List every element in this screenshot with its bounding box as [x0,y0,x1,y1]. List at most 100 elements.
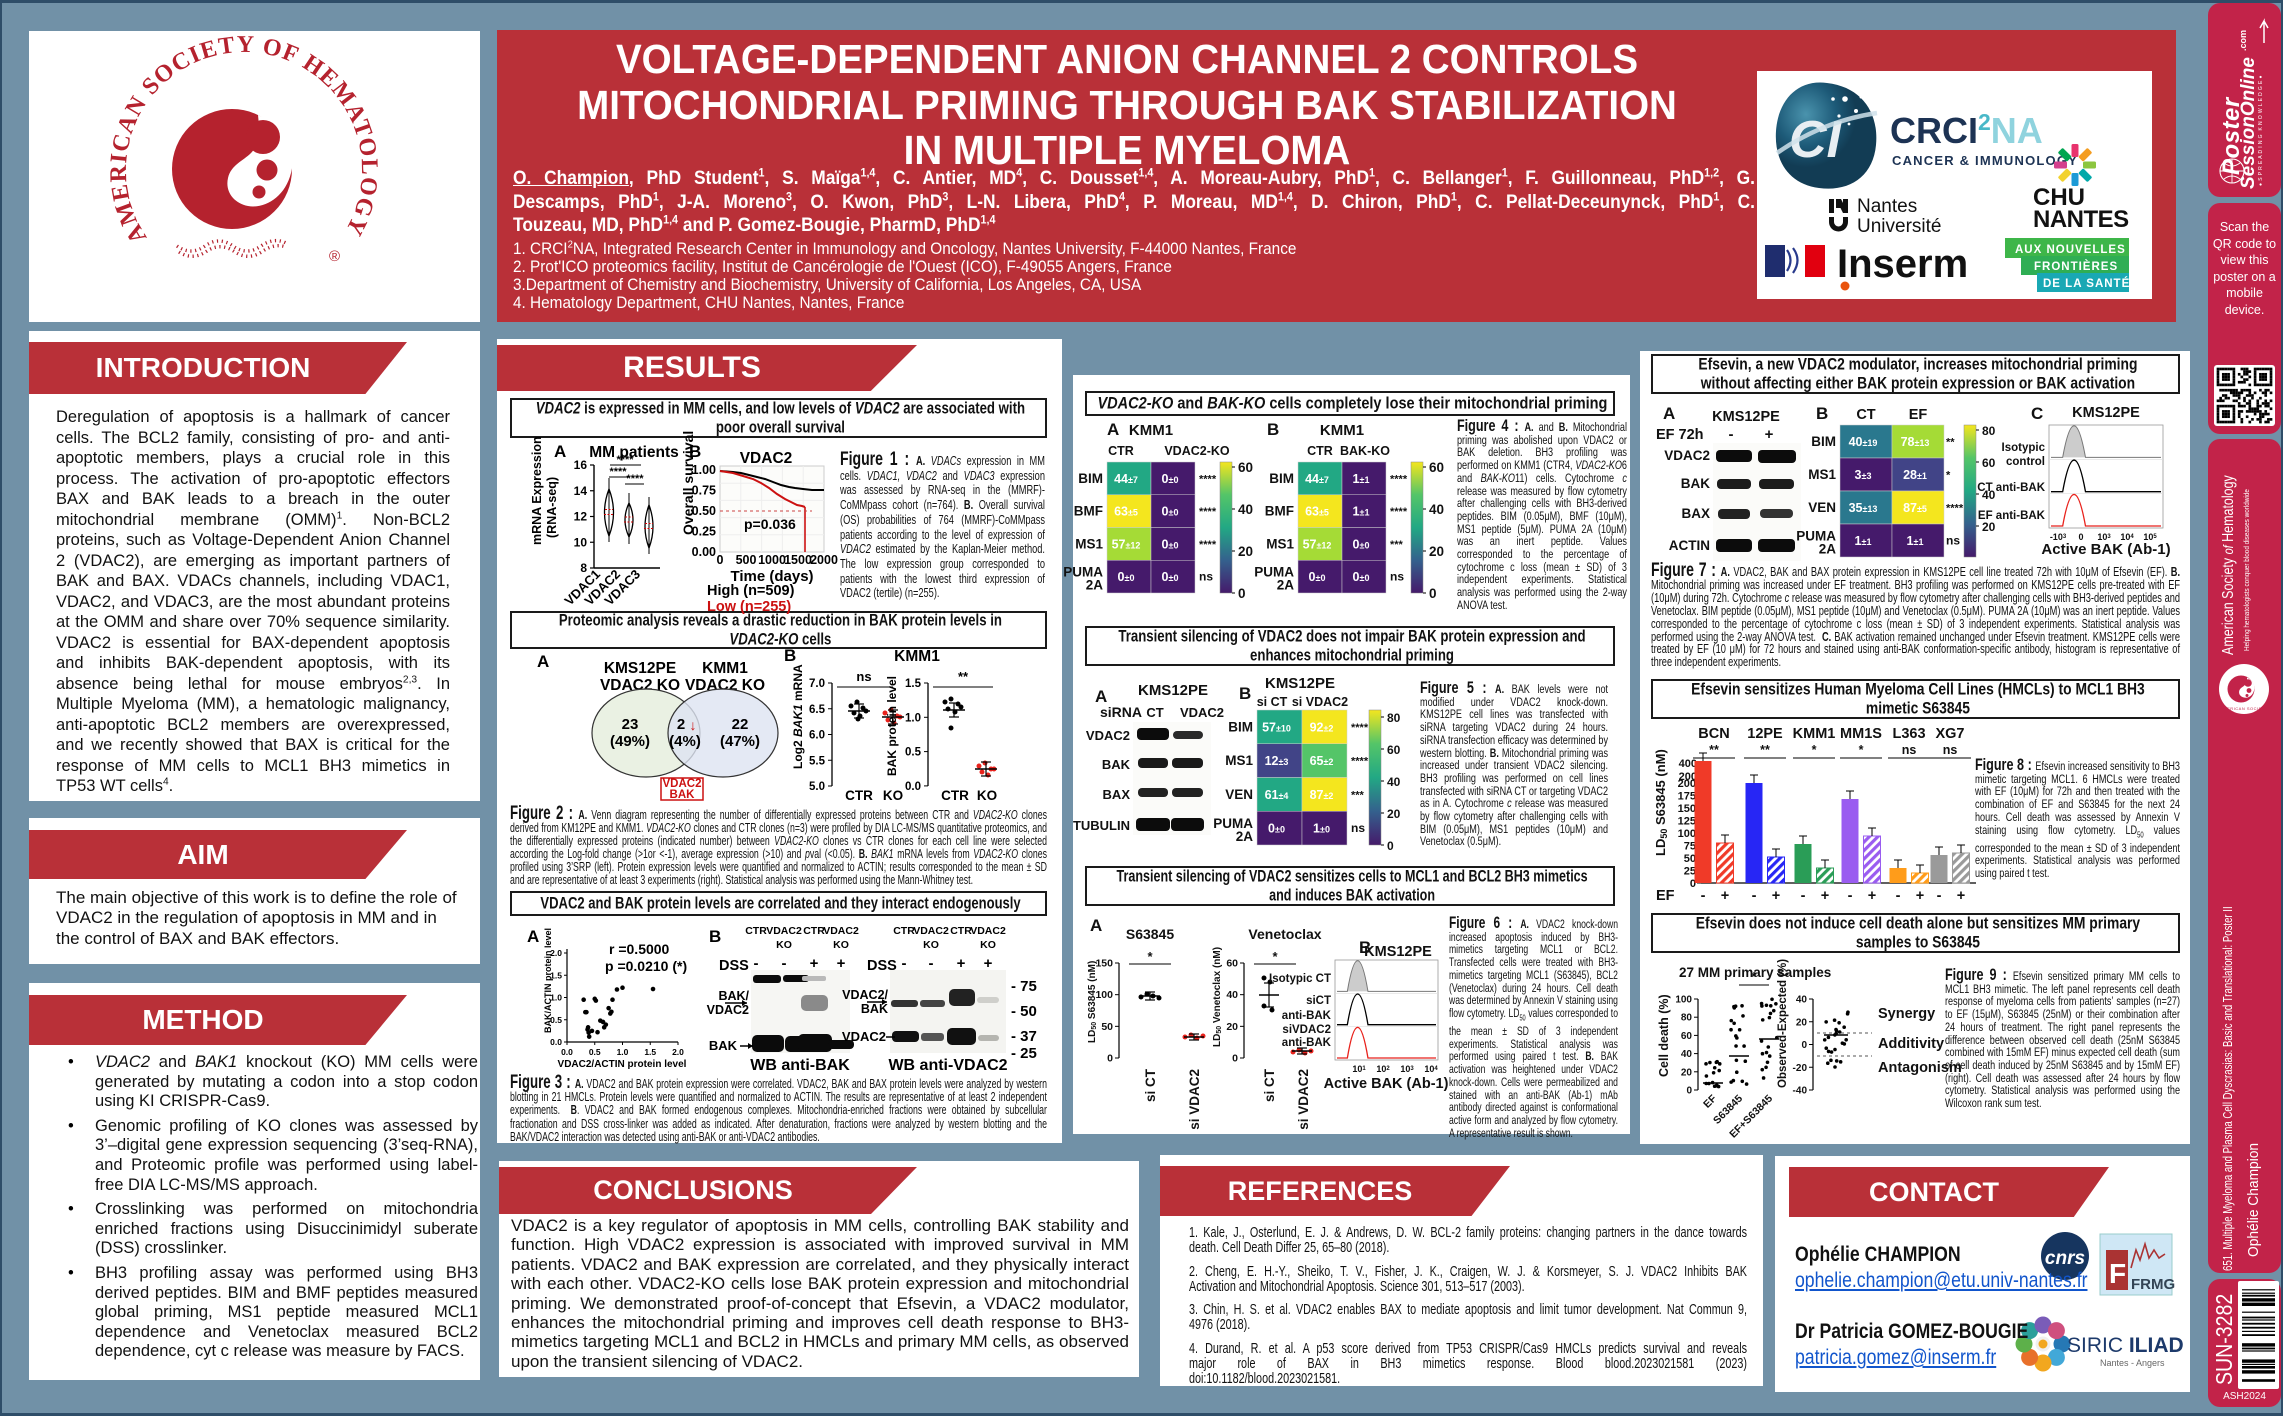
svg-text:(49%): (49%) [610,733,650,750]
svg-text:+: + [1821,888,1829,904]
svg-text:-: - [1801,888,1806,904]
svg-text:CTR: CTR [941,788,969,803]
svg-text:-: - [1848,888,1853,904]
svg-text:1±1: 1±1 [1353,472,1370,486]
svg-text:-: - [902,955,907,972]
svg-text:0: 0 [1686,1086,1692,1097]
svg-text:VDAC2: VDAC2 [970,925,1006,937]
svg-text:105: 105 [2143,532,2157,542]
svg-text:0±0: 0±0 [1162,505,1179,519]
svg-text:- 50: - 50 [1011,1003,1037,1020]
svg-text:VDAC2: VDAC2 [663,778,702,790]
svg-text:BMF: BMF [1074,504,1103,519]
svg-text:60: 60 [1982,456,1996,470]
svg-text:5.5: 5.5 [809,755,826,767]
svg-text:B: B [1359,938,1371,957]
svg-text:87±5: 87±5 [1903,501,1927,515]
svg-text:KO: KO [980,939,996,951]
svg-text:KMS12PE: KMS12PE [1265,675,1335,692]
svg-text:0.0: 0.0 [561,1047,573,1057]
svg-text:78±13: 78±13 [1901,435,1930,449]
svg-text:CTR: CTR [845,788,873,803]
svg-text:0±0: 0±0 [1118,570,1135,584]
svg-text:B: B [689,442,701,461]
svg-text:WB anti-VDAC2: WB anti-VDAC2 [888,1057,1007,1074]
svg-text:MS1: MS1 [1225,753,1253,768]
svg-text:XG7: XG7 [1935,726,1964,742]
svg-text:Isotypic CT: Isotypic CT [1269,973,1331,985]
svg-text:ns: ns [856,669,871,684]
svg-text:+: + [1721,888,1729,904]
svg-text:KMS12PE: KMS12PE [1712,409,1780,425]
svg-text:siCT: siCT [1306,995,1331,1007]
svg-text:40: 40 [1982,488,1996,502]
svg-text:0±0: 0±0 [1353,537,1370,551]
svg-text:0±0: 0±0 [1353,570,1370,584]
svg-text:A: A [554,442,566,461]
svg-text:****: **** [1199,473,1217,485]
svg-text:Time (days): Time (days) [730,568,813,585]
svg-text:BAK/: BAK/ [718,989,749,1003]
svg-text:63±5: 63±5 [1305,505,1329,519]
svg-text:60: 60 [1387,743,1401,757]
svg-text:**: ** [1946,437,1955,449]
svg-text:MS1: MS1 [1808,467,1836,482]
svg-text:3±3: 3±3 [1855,468,1872,482]
svg-text:PUMA: PUMA [1213,816,1253,831]
svg-text:0: 0 [1801,1040,1807,1051]
svg-text:CT anti-BAK: CT anti-BAK [1977,482,2045,494]
svg-text:20: 20 [1982,520,1996,534]
svg-text:200: 200 [1679,771,1697,783]
svg-text:1000: 1000 [758,553,786,567]
svg-text:EF: EF [1656,888,1675,904]
svg-text:1.5: 1.5 [905,678,922,690]
svg-text:CANCER & IMMUNOLOGY: CANCER & IMMUNOLOGY [1892,153,2078,168]
svg-text:VEN: VEN [1808,500,1836,515]
svg-text:si VDAC2: si VDAC2 [1187,1069,1202,1130]
svg-text:-103: -103 [2050,532,2067,542]
svg-text:****: **** [1946,503,1964,515]
svg-text:44±7: 44±7 [1305,472,1329,486]
svg-text:CRCI2NA: CRCI2NA [1890,109,2043,151]
svg-text:12: 12 [574,510,588,524]
svg-text:Antagonism: Antagonism [1878,1060,1962,1076]
svg-text:KO: KO [776,939,792,951]
svg-text:12PE: 12PE [1747,726,1783,742]
svg-text:57±12: 57±12 [1303,537,1332,551]
svg-text:VDAC2: VDAC2 [707,1003,749,1017]
svg-text:A: A [537,652,549,671]
svg-text:- 25: - 25 [1011,1045,1037,1062]
svg-text:100: 100 [1678,828,1696,840]
svg-text:2A: 2A [1086,578,1104,593]
svg-text:0±0: 0±0 [1309,570,1326,584]
svg-text:CTR: CTR [893,925,915,937]
svg-text:MS1: MS1 [1075,536,1103,551]
svg-text:- 37: - 37 [1011,1028,1037,1045]
svg-text:40: 40 [1429,502,1444,517]
svg-text:75: 75 [1684,841,1696,853]
svg-text:- 75: - 75 [1011,978,1037,995]
svg-text:125: 125 [1678,816,1696,828]
svg-text:Observed-Expected (%): Observed-Expected (%) [1777,959,1789,1088]
svg-text:0.5: 0.5 [589,1047,601,1057]
svg-text:12±3: 12±3 [1265,754,1289,768]
svg-text:KMM1: KMM1 [1793,726,1836,742]
svg-text:A: A [527,927,539,946]
svg-text:DE LA SANTÉ: DE LA SANTÉ [2043,277,2130,290]
svg-text:0: 0 [1232,1053,1238,1065]
svg-text:20: 20 [1796,1017,1808,1028]
svg-text:PUMA: PUMA [1254,565,1294,580]
svg-text:+: + [1916,888,1924,904]
svg-text:Nantes - Angers: Nantes - Angers [2100,1358,2165,1368]
svg-text:1.0: 1.0 [550,993,562,1003]
svg-text:20: 20 [1429,544,1444,559]
svg-text:B: B [1816,404,1828,423]
svg-text:BIM: BIM [1228,719,1253,734]
svg-text:siVDAC2: siVDAC2 [1282,1024,1331,1036]
svg-text:0.0: 0.0 [550,1037,562,1047]
svg-text:siRNA: siRNA [1100,704,1142,720]
svg-text:80: 80 [1982,424,1996,438]
svg-text:ns: ns [1351,821,1365,835]
svg-text:VDAC2: VDAC2 [842,1029,886,1044]
svg-text:500: 500 [736,553,757,567]
